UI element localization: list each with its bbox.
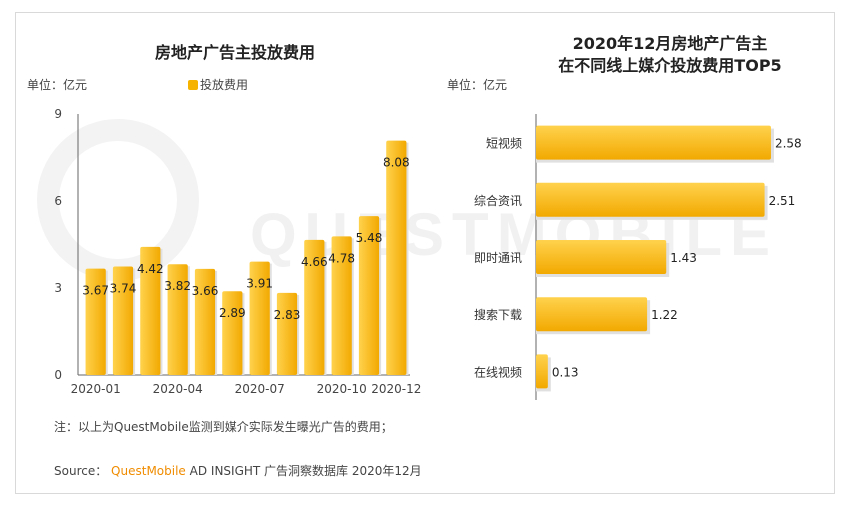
y-tick-label: 0 [54,368,62,382]
y-tick-label: 6 [54,194,62,208]
source-prefix: Source： [54,464,108,478]
bar [331,236,352,375]
category-label: 搜索下载 [474,307,522,322]
source-brand: QuestMobile [111,464,186,478]
category-label: 在线视频 [474,364,522,379]
data-label: 2.51 [769,194,796,208]
bar [112,266,134,375]
right-title-line-2: 在不同线上媒介投放费用TOP5 [558,56,782,75]
data-label: 4.42 [137,262,164,276]
data-label: 1.43 [670,251,697,265]
y-tick-label: 3 [54,281,62,295]
bar [536,297,648,332]
x-tick-label: 2020-12 [371,382,421,396]
right-chart: 短视频 2.58 综合资讯 2.51 即时通讯 1.43 搜索下载 1.22 在线视频 0.13 [474,114,802,400]
left-chart-title: 房地产广告主投放费用 [154,43,315,62]
category-label: 综合资讯 [474,193,522,208]
bar [536,354,548,389]
right-unit-label: 单位：亿元 [447,78,508,92]
bar [304,239,325,375]
x-tick-label: 2020-07 [235,382,285,396]
right-title-line-1: 2020年12月房地产广告主 [572,34,768,53]
category-label: 即时通讯 [474,251,522,265]
data-label: 8.08 [383,156,410,170]
bar [536,125,771,160]
data-label: 4.78 [328,251,355,265]
bar [140,246,161,375]
data-label: 3.66 [192,284,219,298]
data-label: 2.89 [219,306,246,320]
data-label: 3.91 [246,277,273,291]
x-tick-label: 2020-01 [71,382,121,396]
bar [536,182,765,217]
legend-swatch [188,80,198,90]
data-label: 1.22 [651,308,678,322]
x-tick-label: 2020-10 [317,382,367,396]
x-tick-label: 2020-04 [153,382,203,396]
data-label: 3.67 [82,284,109,298]
source-line: Source： QuestMobile AD INSIGHT 广告洞察数据库 2… [54,462,422,479]
left-chart: 03693.672020-013.744.423.822020-043.662.… [54,107,421,396]
watermark-logo [37,119,199,281]
left-unit-label: 单位：亿元 [27,78,88,92]
right-chart-title: 2020年12月房地产广告主 在不同线上媒介投放费用TOP5 [520,33,820,77]
data-label: 0.13 [552,365,579,379]
bar [249,261,270,375]
legend: 投放费用 [188,76,248,93]
bar [85,268,106,375]
data-label: 2.58 [775,137,802,151]
data-label: 5.48 [356,231,383,245]
source-rest: AD INSIGHT 广告洞察数据库 2020年12月 [189,464,422,478]
bar [536,240,667,274]
bar [276,292,298,375]
category-label: 短视频 [486,136,522,151]
footnote: 注：以上为QuestMobile监测到媒介实际发生曝光广告的费用； [54,420,393,434]
legend-label: 投放费用 [200,78,249,92]
bar [167,264,188,375]
y-tick-label: 9 [54,107,62,121]
data-label: 4.66 [301,255,328,269]
bar [386,140,407,375]
data-label: 3.82 [164,279,191,293]
bar [194,268,216,375]
data-label: 3.74 [110,282,137,296]
bar [358,216,380,375]
bar [222,291,243,375]
data-label: 2.83 [274,308,301,322]
